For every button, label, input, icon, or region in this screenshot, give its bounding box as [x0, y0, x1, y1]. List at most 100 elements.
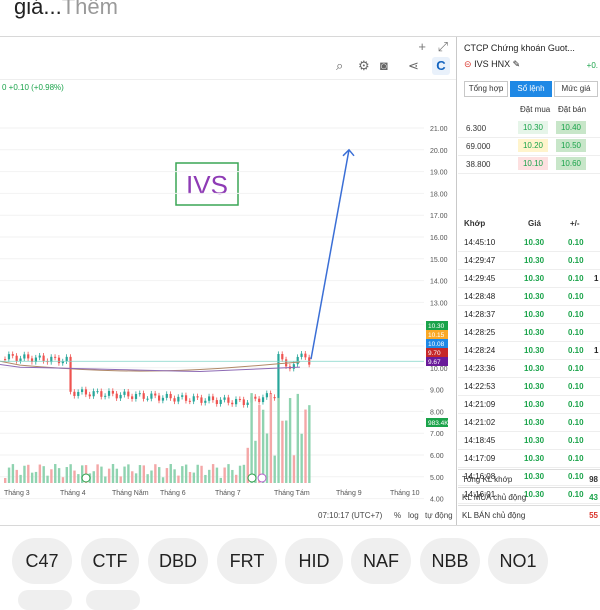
candle-body: [34, 357, 37, 362]
price-chart[interactable]: IVS 21.00 20.00 19.00 18.00 17.00 16.00 15.00 1…: [0, 37, 456, 525]
trade-price: 10.30: [524, 292, 545, 301]
trade-row: 14:23:36 10.30 0.10: [458, 359, 600, 378]
moving-average-line: [0, 364, 301, 373]
trade-row: 14:21:02 10.30 0.10: [458, 413, 600, 432]
expand-icon[interactable]: ⤢: [437, 39, 448, 54]
price-tag-label: 10.30: [428, 323, 445, 330]
volume-bar: [23, 465, 26, 483]
volume-bar: [7, 467, 11, 483]
summary-value: 98: [589, 475, 598, 484]
volume-bar: [146, 474, 149, 483]
price-tag: [426, 339, 448, 348]
candle-body: [69, 356, 72, 392]
screenshot-frame: + ⤢ ⌕ ⚙ ◙ ⋖ C 0 +0.10 (+0.98%) IVS 21.00…: [0, 36, 600, 526]
tab-orderbook[interactable]: Sổ lệnh: [510, 81, 552, 97]
chart-logo-button[interactable]: C: [432, 57, 450, 75]
trade-change: 0.10: [568, 256, 584, 265]
stock-chip-nbb[interactable]: NBB: [420, 538, 480, 584]
percent-toggle[interactable]: %: [394, 511, 402, 520]
volume-bar: [181, 466, 184, 483]
bid-header: Đặt mua: [520, 105, 551, 114]
y-tick-label: 14.00: [430, 279, 448, 286]
chart-panel: + ⤢ ⌕ ⚙ ◙ ⋖ C 0 +0.10 (+0.98%) IVS 21.00…: [0, 37, 457, 525]
volume-bar: [107, 468, 111, 483]
volume-bar: [150, 470, 153, 483]
trade-change: 0.10: [568, 310, 584, 319]
bid-price[interactable]: 10.30: [518, 121, 548, 134]
order-volume: 69.000: [466, 142, 491, 151]
tab-price-level[interactable]: Mức giá: [554, 81, 598, 97]
auto-toggle[interactable]: tự động: [425, 511, 453, 520]
symbol-label: ⊝ IVS HNX ✎: [464, 59, 520, 70]
more-link[interactable]: Thêm: [61, 0, 118, 19]
x-tick-label: Tháng 10: [390, 490, 420, 497]
volume-bar: [57, 468, 61, 483]
volume-bar: [11, 464, 15, 483]
volume-bar: [19, 474, 22, 483]
volume-bar: [296, 393, 299, 483]
bid-price[interactable]: 10.10: [518, 157, 548, 170]
trade-change: 0.10: [568, 490, 584, 499]
add-icon[interactable]: +: [418, 39, 426, 54]
bid-price[interactable]: 10.20: [518, 139, 548, 152]
candle-body: [231, 402, 234, 405]
volume-bar: [42, 466, 45, 483]
stock-chip-naf[interactable]: NAF: [351, 538, 411, 584]
volume-bar: [277, 397, 280, 483]
settings-icon[interactable]: ⚙: [358, 58, 370, 73]
log-toggle[interactable]: log: [408, 511, 419, 520]
volume-bar: [223, 467, 226, 483]
candle-body: [96, 391, 99, 393]
volume-bar: [134, 473, 138, 483]
volume-bar: [15, 469, 18, 483]
volume-bar: [158, 467, 161, 483]
trade-row: 14:16:01 10.30 0.10: [458, 485, 600, 504]
stock-chip-hid[interactable]: HID: [285, 538, 343, 584]
stock-chip-frt[interactable]: FRT: [217, 538, 277, 584]
exchange-icon: ⊝: [464, 59, 472, 69]
volume-bar: [104, 476, 107, 483]
trade-row: 14:18:45 10.30 0.10: [458, 431, 600, 450]
candle-body: [261, 397, 265, 403]
stock-chips: C47 CTF DBD FRT HID NAF NBB NO1: [12, 538, 600, 588]
stock-chip-dbd[interactable]: DBD: [148, 538, 208, 584]
share-icon[interactable]: ⋖: [408, 58, 419, 73]
edit-icon[interactable]: ✎: [512, 59, 521, 69]
ask-price[interactable]: 10.60: [556, 157, 586, 170]
stock-chip-ctf[interactable]: CTF: [81, 538, 139, 584]
candle-body: [115, 393, 118, 399]
ask-price[interactable]: 10.40: [556, 121, 586, 134]
volume-bar: [304, 409, 307, 483]
trade-change: 0.10: [568, 382, 584, 391]
camera-icon[interactable]: ◙: [380, 58, 388, 73]
candle-body: [296, 356, 299, 365]
trade-volume: 1: [594, 274, 599, 283]
candle-body: [142, 393, 145, 399]
trade-change: 0.10: [568, 274, 584, 283]
trade-change: 0.10: [568, 400, 584, 409]
y-tick-label: 10.00: [430, 366, 448, 373]
tab-summary[interactable]: Tổng hợp: [464, 81, 508, 97]
stock-chip[interactable]: [86, 590, 140, 610]
candle-body: [146, 398, 149, 400]
event-marker: [81, 473, 91, 483]
price-change-label: 0 +0.10 (+0.98%): [2, 83, 64, 92]
candle-body: [92, 391, 95, 397]
y-tick-label: 8.00: [430, 409, 444, 416]
stock-chip-c47[interactable]: C47: [12, 538, 72, 584]
trade-price: 10.30: [524, 346, 545, 355]
trade-change: 0.10: [568, 418, 584, 427]
stock-chip[interactable]: [18, 590, 72, 610]
stock-chip-no1[interactable]: NO1: [488, 538, 548, 584]
volume-bar: [161, 477, 165, 483]
trade-change: 0.10: [568, 238, 584, 247]
y-tick-label: 21.00: [430, 126, 448, 133]
candle-body: [23, 354, 26, 359]
y-tick-label: 7.00: [430, 431, 444, 438]
candle-body: [223, 397, 226, 400]
trade-price: 10.30: [524, 400, 545, 409]
zoom-icon[interactable]: ⌕: [336, 58, 344, 73]
ask-price[interactable]: 10.50: [556, 139, 586, 152]
trade-price: 10.30: [524, 472, 545, 481]
volume-bar: [292, 455, 296, 483]
